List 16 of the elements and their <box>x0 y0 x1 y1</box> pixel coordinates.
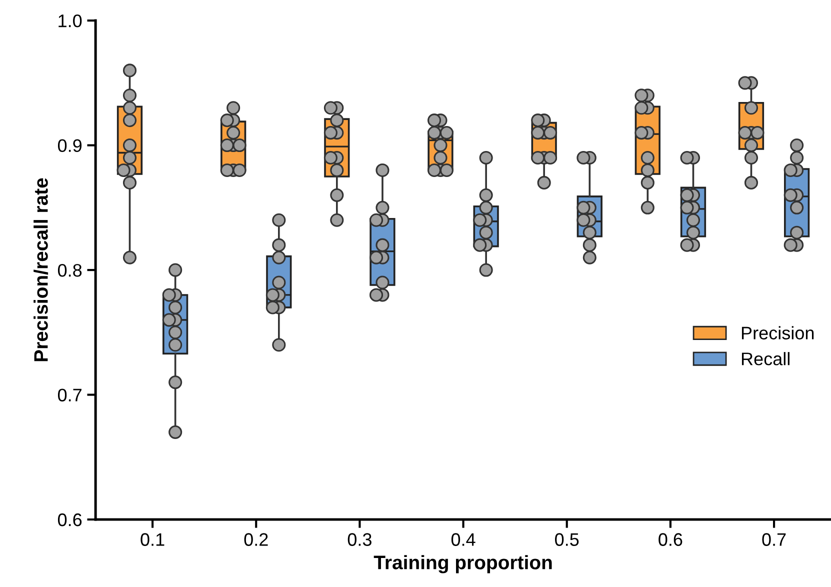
legend-label: Recall <box>742 352 790 366</box>
x-tick-label: 0.2 <box>244 533 268 546</box>
x-tick-label: 0.3 <box>348 533 372 546</box>
y-tick-label: 0.6 <box>58 513 82 526</box>
x-tick-label: 0.5 <box>555 533 579 546</box>
x-axis-title: Training proportion <box>374 555 552 574</box>
x-tick-label: 0.7 <box>762 533 786 546</box>
legend-label: Precision <box>742 326 814 340</box>
x-tick-label: 0.4 <box>451 533 476 546</box>
y-tick-label: 0.7 <box>58 388 82 402</box>
y-tick-label: 0.8 <box>58 264 82 277</box>
x-tick-label: 0.6 <box>658 533 682 546</box>
y-tick-label: 1.0 <box>58 14 82 28</box>
y-tick-label: 0.9 <box>58 139 82 152</box>
x-tick-label: 0.1 <box>140 533 164 546</box>
y-axis-title: Precision/recall rate <box>34 178 48 362</box>
